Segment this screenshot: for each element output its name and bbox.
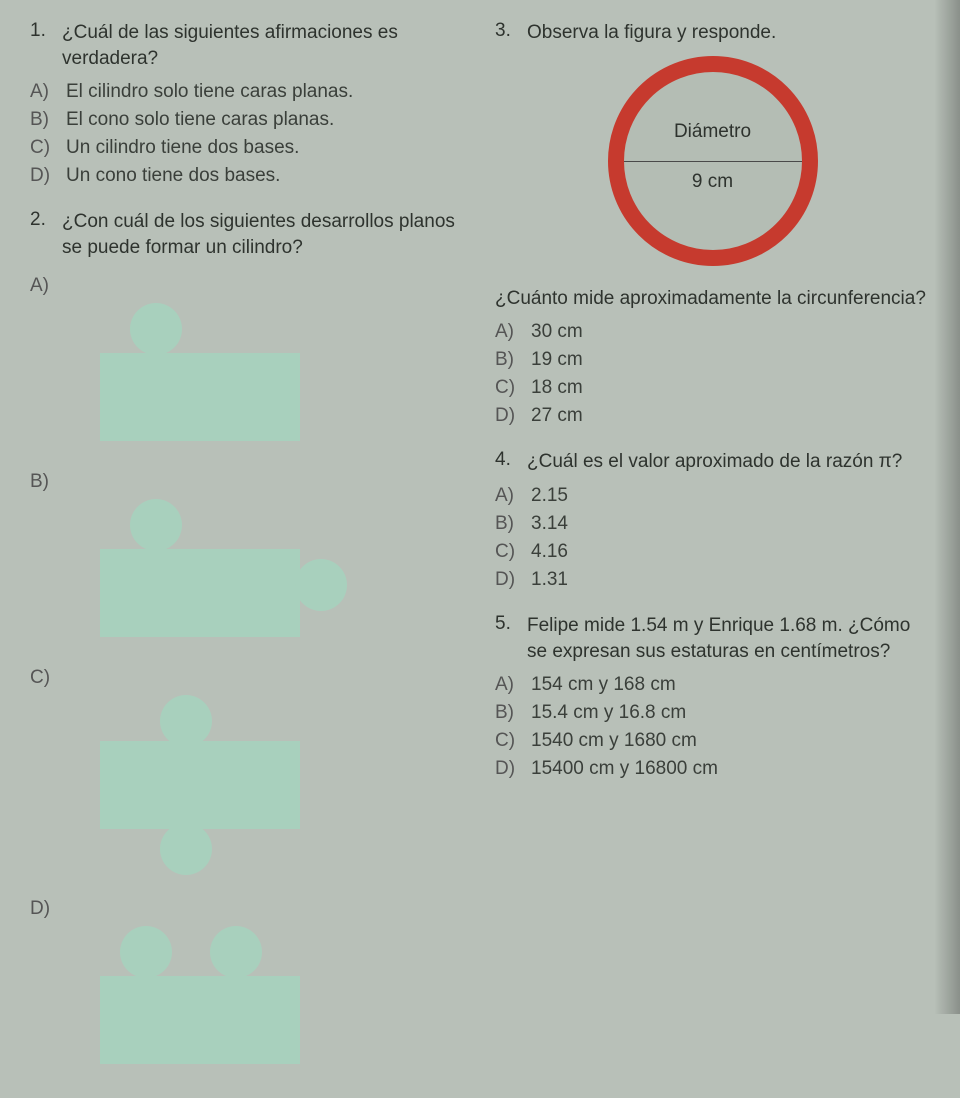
q2-shape-a <box>70 303 350 453</box>
rectangle-icon <box>100 976 300 1064</box>
q5-option-a[interactable]: A) 154 cm y 168 cm <box>495 674 930 696</box>
rectangle-icon <box>100 353 300 441</box>
q4-option-a[interactable]: A) 2.15 <box>495 485 930 507</box>
circle-icon <box>295 559 347 611</box>
q2-shape-d <box>70 926 350 1076</box>
q2-shape-c <box>70 695 350 880</box>
rectangle-icon <box>100 741 300 829</box>
question-5: 5. Felipe mide 1.54 m y Enrique 1.68 m. … <box>495 613 930 780</box>
q1-option-c[interactable]: C) Un cilindro tiene dos bases. <box>30 137 465 159</box>
q5-options: A) 154 cm y 168 cm B) 15.4 cm y 16.8 cm … <box>495 674 930 780</box>
q5-option-c[interactable]: C) 1540 cm y 1680 cm <box>495 730 930 752</box>
worksheet-page: 1. ¿Cuál de las siguientes afirmaciones … <box>30 20 930 1098</box>
q4-option-c[interactable]: C) 4.16 <box>495 541 930 563</box>
question-4: 4. ¿Cuál es el valor aproximado de la ra… <box>495 449 930 591</box>
circle-icon <box>160 823 212 875</box>
q1-options: A) El cilindro solo tiene caras planas. … <box>30 81 465 187</box>
right-column: 3. Observa la figura y responde. Diámetr… <box>495 20 930 1098</box>
q5-number: 5. <box>495 613 517 635</box>
rectangle-icon <box>100 549 300 637</box>
circle-icon <box>130 303 182 355</box>
left-column: 1. ¿Cuál de las siguientes afirmaciones … <box>30 20 465 1098</box>
q1-option-b[interactable]: B) El cono solo tiene caras planas. <box>30 109 465 131</box>
q2-number: 2. <box>30 209 52 231</box>
q1-option-d[interactable]: D) Un cono tiene dos bases. <box>30 165 465 187</box>
q3-option-a[interactable]: A) 30 cm <box>495 321 930 343</box>
q3-text: Observa la figura y responde. <box>527 20 776 46</box>
diameter-line <box>624 161 802 162</box>
q4-text: ¿Cuál es el valor aproximado de la razón… <box>527 449 902 475</box>
q5-text: Felipe mide 1.54 m y Enrique 1.68 m. ¿Có… <box>527 613 930 664</box>
q3-number: 3. <box>495 20 517 42</box>
q2-text: ¿Con cuál de los siguientes desarrollos … <box>62 209 465 260</box>
q2-option-d[interactable]: D) <box>30 898 465 920</box>
q4-option-b[interactable]: B) 3.14 <box>495 513 930 535</box>
circle-icon <box>160 695 212 747</box>
q3-option-c[interactable]: C) 18 cm <box>495 377 930 399</box>
diameter-label: Diámetro <box>624 121 802 143</box>
question-1: 1. ¿Cuál de las siguientes afirmaciones … <box>30 20 465 187</box>
q4-options: A) 2.15 B) 3.14 C) 4.16 D) 1.31 <box>495 485 930 591</box>
circle-icon <box>210 926 262 978</box>
circle-diagram: Diámetro 9 cm <box>608 56 818 266</box>
question-2: 2. ¿Con cuál de los siguientes desarroll… <box>30 209 465 1075</box>
q4-option-d[interactable]: D) 1.31 <box>495 569 930 591</box>
q3-subquestion: ¿Cuánto mide aproximadamente la circunfe… <box>495 286 930 312</box>
diameter-value: 9 cm <box>624 171 802 193</box>
page-fold-shadow <box>934 0 960 1014</box>
q3-options: A) 30 cm B) 19 cm C) 18 cm D) 27 cm <box>495 321 930 427</box>
q1-text: ¿Cuál de las siguientes afirmaciones es … <box>62 20 465 71</box>
q2-option-c[interactable]: C) <box>30 667 465 689</box>
q2-option-a[interactable]: A) <box>30 275 465 297</box>
q5-option-d[interactable]: D) 15400 cm y 16800 cm <box>495 758 930 780</box>
q1-option-a[interactable]: A) El cilindro solo tiene caras planas. <box>30 81 465 103</box>
q3-option-d[interactable]: D) 27 cm <box>495 405 930 427</box>
circle-icon <box>130 499 182 551</box>
q2-option-b[interactable]: B) <box>30 471 465 493</box>
q1-number: 1. <box>30 20 52 42</box>
q2-shape-b <box>70 499 350 649</box>
q5-option-b[interactable]: B) 15.4 cm y 16.8 cm <box>495 702 930 724</box>
q4-number: 4. <box>495 449 517 471</box>
circle-icon <box>120 926 172 978</box>
q3-option-b[interactable]: B) 19 cm <box>495 349 930 371</box>
question-3: 3. Observa la figura y responde. Diámetr… <box>495 20 930 427</box>
